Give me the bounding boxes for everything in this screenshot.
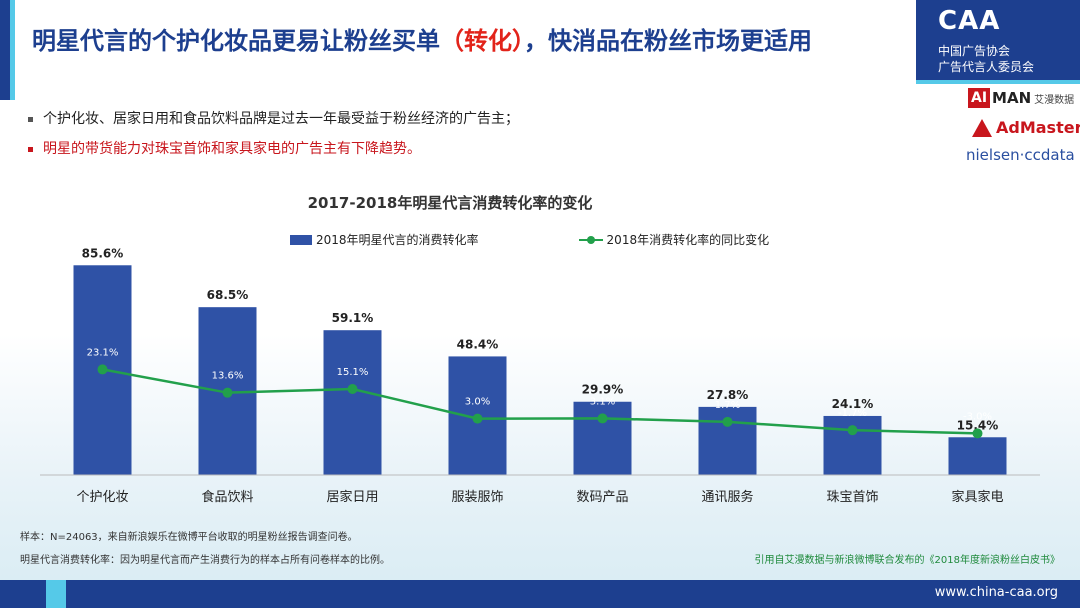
x-tick-label: 数码产品 (576, 490, 628, 505)
footnote-sample: 样本：N=24063，来自新浪娱乐在微博平台收取的明星粉丝报告调查问卷。 (20, 532, 358, 543)
bullet-item: 个护化妆、居家日用和食品饮料品牌是过去一年最受益于粉丝经济的广告主； (28, 104, 519, 134)
footer-url: www.china-caa.org (934, 585, 1058, 600)
footnote-definition: 明星代言消费转化率：因为明星代言而产生消费行为的样本占所有问卷样本的比例。 (20, 555, 390, 566)
line-value-label: 23.1% (87, 347, 119, 358)
chart-title: 2017-2018年明星代言消费转化率的变化 (307, 194, 593, 212)
bar-value-label: 59.1% (332, 311, 374, 325)
x-tick-label: 食品饮料 (201, 489, 253, 505)
bullet-text: 明星的带货能力对珠宝首饰和家具家电的广告主有下降趋势。 (43, 141, 421, 157)
title-part1: 明星代言的个护化妆品更易让粉丝买单 (32, 27, 440, 55)
x-tick-label: 服装服饰 (451, 490, 503, 505)
caa-logo-line2: 广告代言人委员会 (938, 60, 1035, 74)
bullet-square-icon (28, 116, 33, 122)
line-point-1 (222, 387, 233, 398)
legend-line-swatch-icon (578, 235, 603, 245)
bar-value-label: 27.8% (707, 388, 749, 402)
footer-segment (66, 580, 1080, 608)
line-point-5 (722, 416, 733, 427)
line-value-label: 1.7% (715, 400, 740, 411)
bar-value-label: 48.4% (457, 337, 499, 351)
bar-value-label: 85.6% (82, 246, 124, 260)
left-accent-stripe (10, 0, 15, 100)
footnote-source: 引用自艾漫数据与新浪微博联合发布的《2018年度新浪粉丝白皮书》 (754, 555, 1060, 566)
footer-segment-accent (46, 580, 66, 608)
aiman-logo-man: MAN (992, 89, 1032, 107)
title-highlight: （转化） (440, 27, 524, 55)
bar-2 (323, 330, 382, 475)
line-series (102, 368, 978, 435)
line-point-2 (347, 384, 358, 395)
line-point-0 (97, 364, 108, 375)
logo-accent-strip (916, 80, 1080, 84)
line-value-label: 3.0% (465, 397, 490, 408)
line-value-label: 3.1% (590, 396, 615, 407)
caa-logo-line1: 中国广告协会 (938, 44, 1011, 58)
footer-bar: www.china-caa.org (0, 580, 1080, 608)
caa-logo: CAA 中国广告协会 广告代言人委员会 (916, 0, 1080, 80)
footer-segment (0, 580, 46, 608)
left-accent-bar (0, 0, 10, 100)
admaster-logo-text: AdMaster (996, 118, 1080, 137)
bar-value-label: 15.4% (957, 418, 999, 432)
x-tick-label: 家具家电 (951, 489, 1003, 505)
line-point-6 (847, 425, 858, 436)
bullet-item-highlight: 明星的带货能力对珠宝首饰和家具家电的广告主有下降趋势。 (28, 134, 519, 164)
bar-7 (948, 437, 1007, 475)
aiman-logo: AI MAN 艾漫数据 (968, 86, 1074, 110)
admaster-logo: AdMaster (972, 118, 1080, 137)
line-value-label: 13.6% (212, 371, 244, 382)
bar-4 (573, 401, 632, 475)
line-value-label: 15.1% (337, 367, 369, 378)
chart-legend: 2018年明星代言的消费转化率 2018年消费转化率的同比变化 (290, 231, 769, 248)
nielsen-logo: nielsen·ccdata (966, 146, 1075, 164)
line-point-7 (972, 428, 983, 439)
x-tick-label: 珠宝首饰 (826, 490, 878, 505)
legend-bar-swatch-icon (290, 234, 312, 245)
title-part2: ，快消品在粉丝市场更适用 (524, 27, 812, 55)
x-tick-label: 居家日用 (326, 489, 378, 505)
bar-value-label: 29.9% (582, 383, 624, 397)
line-point-4 (597, 413, 608, 424)
x-tick-label: 通讯服务 (701, 489, 753, 505)
admaster-triangle-icon (972, 118, 992, 137)
bullet-text: 个护化妆、居家日用和食品饮料品牌是过去一年最受益于粉丝经济的广告主； (43, 111, 519, 127)
bar-value-label: 68.5% (207, 288, 249, 302)
legend-label-line: 2018年消费转化率的同比变化 (606, 233, 770, 247)
aiman-logo-cn: 艾漫数据 (1034, 94, 1075, 106)
legend-label-bar: 2018年明星代言的消费转化率 (316, 233, 479, 247)
bar-6 (823, 415, 882, 475)
page-title: 明星代言的个护化妆品更易让粉丝买单（转化），快消品在粉丝市场更适用 (32, 26, 912, 57)
bullet-list: 个护化妆、居家日用和食品饮料品牌是过去一年最受益于粉丝经济的广告主； 明星的带货… (28, 104, 519, 164)
aiman-logo-ai: AI (968, 88, 991, 108)
bar-value-label: 24.1% (832, 397, 874, 411)
caa-logo-mark: CAA (938, 6, 1001, 36)
line-point-3 (472, 413, 483, 424)
x-tick-label: 个护化妆 (76, 490, 128, 505)
bullet-square-icon (28, 146, 33, 152)
line-value-label: -1.7% (838, 408, 867, 419)
line-value-label: -3.0% (963, 411, 992, 422)
